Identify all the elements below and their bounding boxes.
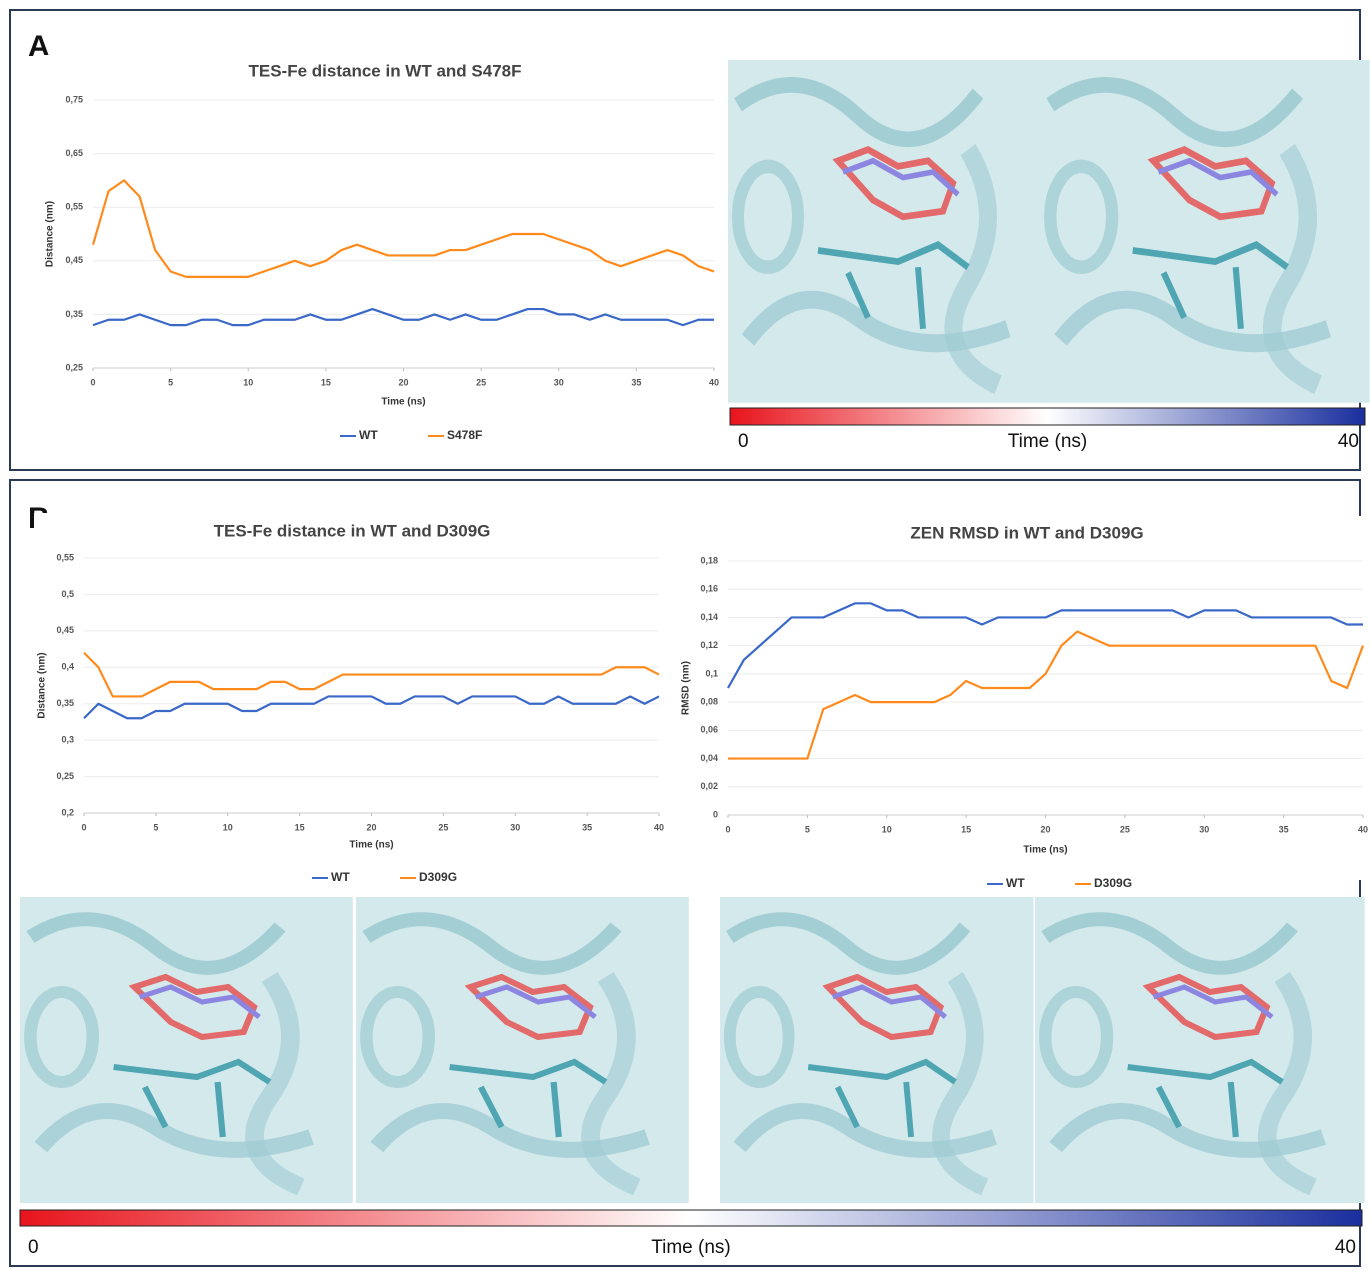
y-tick-label: 0,5 (61, 589, 74, 599)
x-tick-label: 15 (321, 377, 331, 387)
y-tick-label: 0,25 (56, 771, 74, 781)
colorbar-max: 40 (1338, 431, 1359, 452)
x-tick-label: 10 (882, 824, 892, 834)
y-axis-label: RMSD (nm) (681, 661, 692, 715)
x-tick-label: 25 (476, 377, 486, 387)
legend-label: D309G (419, 870, 457, 884)
y-tick-label: 0 (713, 809, 718, 819)
y-tick-label: 0,45 (56, 625, 74, 635)
legend-label: S478F (447, 428, 482, 442)
y-tick-label: 0,08 (700, 696, 718, 706)
series-line (83, 651, 660, 698)
x-tick-label: 20 (1040, 824, 1050, 834)
legend-label: D309G (1094, 876, 1132, 890)
x-tick-label: 30 (1199, 824, 1209, 834)
x-tick-label: 0 (81, 822, 86, 832)
chart-title: TES-Fe distance in WT and D309G (214, 521, 491, 540)
x-tick-label: 35 (631, 377, 641, 387)
legend-label: WT (359, 428, 378, 442)
y-tick-label: 0,45 (65, 255, 83, 265)
y-tick-label: 0,14 (700, 612, 718, 622)
y-tick-label: 0,16 (700, 584, 718, 594)
x-tick-label: 10 (243, 377, 253, 387)
x-tick-label: 0 (90, 377, 95, 387)
y-tick-label: 0,25 (65, 362, 83, 372)
legend-label: WT (331, 870, 350, 884)
y-axis-label: Distance (nm) (45, 201, 56, 267)
plot-bg (43, 55, 724, 433)
series-line (92, 307, 714, 327)
y-tick-label: 0,18 (700, 555, 718, 565)
x-axis-label: Time (ns) (1023, 845, 1067, 856)
y-tick-label: 0,1 (705, 668, 718, 678)
x-tick-label: 40 (709, 377, 719, 387)
colorbar-min: 0 (28, 1237, 39, 1258)
x-axis-label: Time (ns) (349, 840, 393, 851)
x-tick-label: 5 (153, 822, 158, 832)
chart-title: TES-Fe distance in WT and S478F (249, 61, 522, 80)
x-tick-label: 35 (1279, 824, 1289, 834)
x-tick-label: 0 (725, 824, 730, 834)
y-tick-label: 0,12 (700, 640, 718, 650)
y-tick-label: 0,65 (65, 148, 83, 158)
series-line (83, 695, 660, 720)
y-tick-label: 0,75 (65, 94, 83, 104)
panel-label: A (28, 30, 50, 63)
colorbar (729, 407, 1366, 426)
y-tick-label: 0,2 (61, 807, 74, 817)
y-tick-label: 0,4 (61, 662, 74, 672)
y-tick-label: 0,35 (65, 309, 83, 319)
colorbar-label: Time (ns) (651, 1237, 731, 1258)
y-tick-label: 0,06 (700, 725, 718, 735)
plot-bg (678, 516, 1370, 880)
colorbar (19, 1209, 1363, 1227)
chart-title: ZEN RMSD in WT and D309G (910, 523, 1143, 542)
legend-label: WT (1006, 876, 1025, 890)
y-tick-label: 0,55 (56, 552, 74, 562)
x-tick-label: 40 (1358, 824, 1368, 834)
colorbar-min: 0 (738, 431, 749, 452)
y-axis-label: Distance (nm) (37, 652, 48, 718)
y-tick-label: 0,35 (56, 698, 74, 708)
y-tick-label: 0,02 (700, 781, 718, 791)
colorbar-max: 40 (1335, 1237, 1356, 1258)
x-tick-label: 5 (168, 377, 173, 387)
series-line (728, 630, 1365, 760)
x-axis-label: Time (ns) (381, 397, 425, 408)
x-tick-label: 20 (366, 822, 376, 832)
series-line (91, 179, 715, 278)
x-tick-label: 30 (510, 822, 520, 832)
colorbar-label: Time (ns) (1008, 431, 1088, 452)
x-tick-label: 10 (223, 822, 233, 832)
y-tick-label: 0,55 (65, 202, 83, 212)
x-tick-label: 5 (805, 824, 810, 834)
series-line (727, 602, 1363, 689)
y-tick-label: 0,3 (61, 735, 74, 745)
x-tick-label: 35 (582, 822, 592, 832)
x-tick-label: 15 (295, 822, 305, 832)
x-tick-label: 30 (554, 377, 564, 387)
x-tick-label: 40 (654, 822, 664, 832)
x-tick-label: 20 (398, 377, 408, 387)
y-tick-label: 0,04 (700, 753, 718, 763)
x-tick-label: 25 (438, 822, 448, 832)
x-tick-label: 25 (1120, 824, 1130, 834)
x-tick-label: 15 (961, 824, 971, 834)
